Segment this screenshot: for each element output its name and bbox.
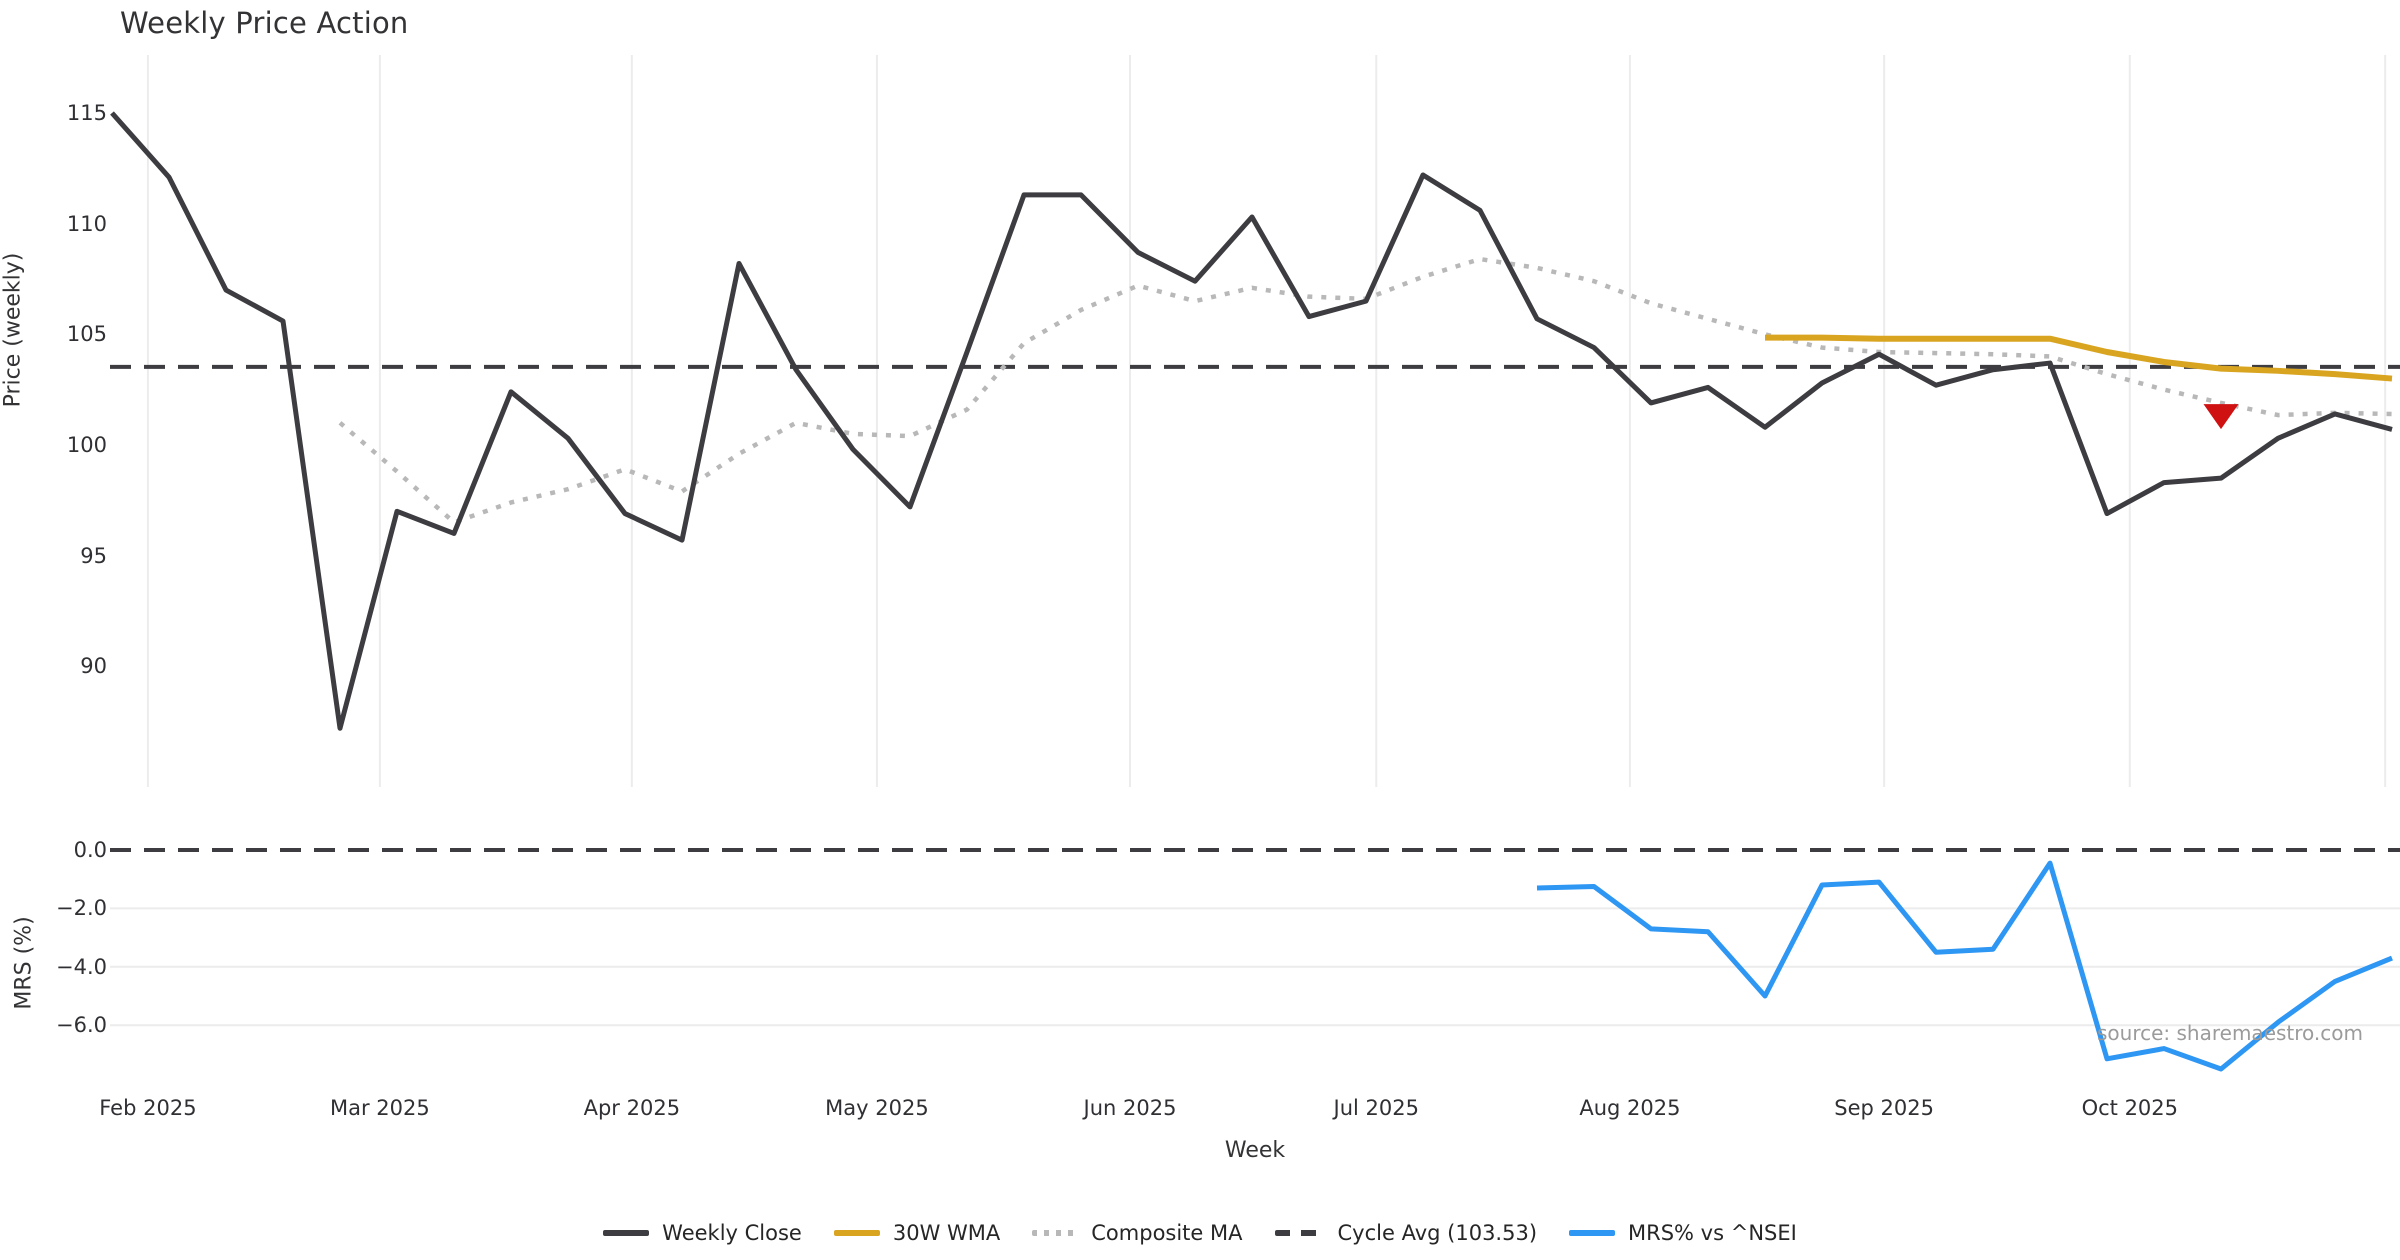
x-tick-month: Feb 2025 [99, 1096, 197, 1120]
composite-ma-line-swatch [1032, 1230, 1079, 1236]
legend-item-cycle-avg: Cycle Avg (103.53) [1274, 1221, 1538, 1245]
wma-line-swatch [833, 1230, 880, 1236]
weekly-close-line-swatch [603, 1230, 650, 1236]
x-tick-month: Aug 2025 [1579, 1096, 1681, 1120]
mrs-tick: −2.0 [56, 896, 107, 921]
legend-label: Composite MA [1091, 1221, 1243, 1245]
x-tick-month: Apr 2025 [583, 1096, 681, 1120]
price-tick: 105 [66, 322, 107, 347]
legend-item-weekly-close: Weekly Close [603, 1221, 802, 1245]
legend-item-composite-ma: Composite MA [1032, 1221, 1243, 1245]
legend-label: MRS% vs ^NSEI [1628, 1221, 1797, 1245]
week-axis-label: Week [1224, 1138, 1286, 1163]
x-tick-month: Jun 2025 [1083, 1096, 1177, 1120]
mrs-line [1536, 860, 2393, 1072]
weekly-close-line [110, 111, 2393, 731]
legend-item-30w-wma: 30W WMA [833, 1221, 1001, 1245]
legend-item-mrs: MRS% vs ^NSEI [1569, 1221, 1797, 1245]
x-tick-month: Jul 2025 [1333, 1096, 1419, 1120]
wma-30w-line [1765, 334, 2393, 382]
price-tick: 100 [66, 432, 107, 457]
source-watermark: source: sharemaestro.com [2097, 1021, 2363, 1045]
legend-label: Weekly Close [662, 1221, 802, 1245]
sell-signal-marker [2203, 404, 2239, 430]
legend-label: Cycle Avg (103.53) [1337, 1221, 1538, 1245]
price-tick: 95 [80, 543, 107, 568]
legend-label: 30W WMA [892, 1221, 1001, 1245]
x-tick-month: Sep 2025 [1834, 1096, 1934, 1120]
legend: Weekly Close 30W WMA Composite MA Cycle … [0, 1217, 2400, 1249]
x-tick-month: Oct 2025 [2081, 1096, 2179, 1120]
cycle-avg-line-swatch [1274, 1230, 1325, 1236]
mrs-tick: −4.0 [56, 954, 107, 979]
price-tick: 110 [66, 211, 107, 236]
mrs-line-swatch [1569, 1230, 1616, 1236]
mrs-tick: −6.0 [56, 1013, 107, 1038]
price-tick: 90 [80, 654, 107, 679]
price-tick: 115 [66, 101, 107, 125]
x-tick-month: Mar 2025 [330, 1096, 430, 1120]
mrs-tick: 0.0 [73, 838, 107, 862]
page-title: Weekly Price Action [120, 6, 409, 40]
x-tick-month: May 2025 [825, 1096, 929, 1120]
